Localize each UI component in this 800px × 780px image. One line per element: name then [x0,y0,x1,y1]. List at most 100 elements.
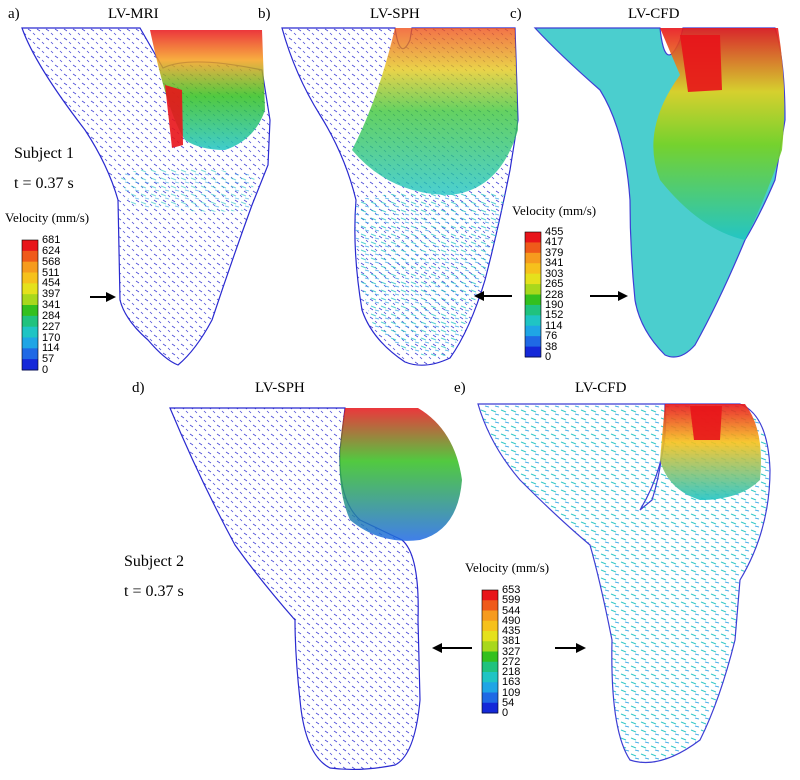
subject2-label: Subject 2 [124,553,184,570]
legend-tick-label: 218 [502,666,521,678]
panel-d-domain [169,407,462,771]
legend-tick-label: 653 [502,584,521,596]
colorbar-segment [525,304,541,316]
legend-tick-label: 38 [545,340,558,353]
panel-d-title: LV-SPH [255,380,305,396]
panel-c-title: LV-CFD [628,6,680,22]
legend-tick-label: 163 [502,676,521,689]
legend-tick-label: 0 [502,707,509,719]
arrow-to-panel-e [555,643,586,653]
panel-e-title: LV-CFD [575,380,627,396]
legend-tick-label: 379 [545,246,564,259]
legend-a-title: Velocity (mm/s) [5,210,90,225]
legend-tick-label: 152 [545,309,564,322]
colorbar-segment [525,294,541,306]
colorbar-segment [482,631,498,642]
legend-tick-label: 303 [545,267,564,280]
legend-tick-label: 681 [42,234,61,246]
colorbar-segment [525,336,541,348]
colorbar-subject2 [481,589,499,714]
legend-tick-label: 57 [42,353,55,366]
arrow-to-panel-b [474,291,512,301]
colorbar-segment [482,600,498,611]
colorbar-segment [525,284,541,295]
panel-c-inflow-jet [653,28,785,240]
colorbar-segment [525,252,541,264]
colorbar-segment [482,682,498,693]
subject1-label: Subject 1 [14,145,74,162]
colorbar-segment [22,326,38,338]
legend-tick-label: 327 [502,645,521,658]
panel-d-label: d) [132,380,145,396]
legend-tick-label: 76 [545,330,558,343]
arrow-to-panel-d [432,643,472,653]
legend-tick-label: 455 [545,226,564,238]
legend-tick-label: 381 [502,635,521,648]
panel-e-inflow-jet [660,404,761,500]
panel-a-red-core [165,85,183,148]
panel-c-red-core [680,35,722,92]
colorbar-frame [481,589,499,714]
panel-b-domain [281,27,519,366]
panel-d-inflow-jet [339,408,462,541]
legend-tick-label: 109 [502,686,521,699]
panel-e-red-core [690,406,722,440]
colorbar-segment [482,661,498,673]
colorbar-segment [482,641,498,652]
colorbar-segment [482,651,498,663]
panel-b-label: b) [258,6,271,22]
panel-c-domain [533,27,786,358]
legend-b-title: Velocity (mm/s) [512,203,597,218]
colorbar-segment [482,610,498,622]
pointer-arrows [90,291,628,653]
colorbar-segment [482,702,498,714]
legend-tick-label: 170 [42,331,61,344]
legend-tick-label: 227 [42,320,61,333]
colorbar-segment [525,325,541,337]
colorbar-segment [22,359,38,371]
colorbar-segment [482,692,498,704]
panel-e-domain [477,403,771,764]
colorbar-segment [22,337,38,349]
colorbar-segment [22,294,38,306]
panel-a-title: LV-MRI [108,6,159,22]
legend-tick-label: 54 [502,696,515,709]
legend-tick-label: 341 [42,299,61,311]
colorbar-segment [22,240,38,252]
legend-tick-label: 265 [545,278,564,291]
legend-tick-label: 272 [502,655,521,668]
colorbar-segment [525,346,541,358]
panel-b-title: LV-SPH [370,6,420,22]
colorbar-segment [482,590,498,601]
legend-tick-label: 114 [42,342,60,355]
colorbar-segment [482,672,498,683]
legend-c-title: Velocity (mm/s) [465,560,550,575]
colorbar-subject1-mri [21,239,39,371]
panel-b-lower-region [355,191,505,357]
colorbar-segment [22,315,38,328]
legend-tick-label: 284 [42,309,61,322]
colorbar-segment [525,315,541,327]
legend-tick-label: 0 [545,351,552,363]
legend-tick-label: 568 [42,255,61,268]
colorbar-segment [22,305,38,317]
colorbar-segment [525,232,541,243]
legend-tick-label: 490 [502,614,521,627]
panel-b-inflow-jet [352,28,518,195]
colorbar-segment [525,263,541,275]
colorbar-segment [482,620,498,632]
panel-a-label: a) [8,6,20,22]
colorbar-frame [21,239,39,371]
legend-tick-label: 454 [42,277,61,290]
colorbar-segment [22,272,38,284]
panel-d-outline [169,407,421,771]
legend-tick-label: 511 [42,266,60,279]
colorbar-segment [22,250,38,263]
subject2-time: t = 0.37 s [124,583,184,600]
legend-tick-label: 544 [502,604,521,617]
legend-tick-label: 228 [545,288,564,301]
colorbar-frame [524,231,542,358]
legend-tick-label: 114 [545,319,563,332]
colorbar-subject1-sph-cfd [524,231,542,358]
